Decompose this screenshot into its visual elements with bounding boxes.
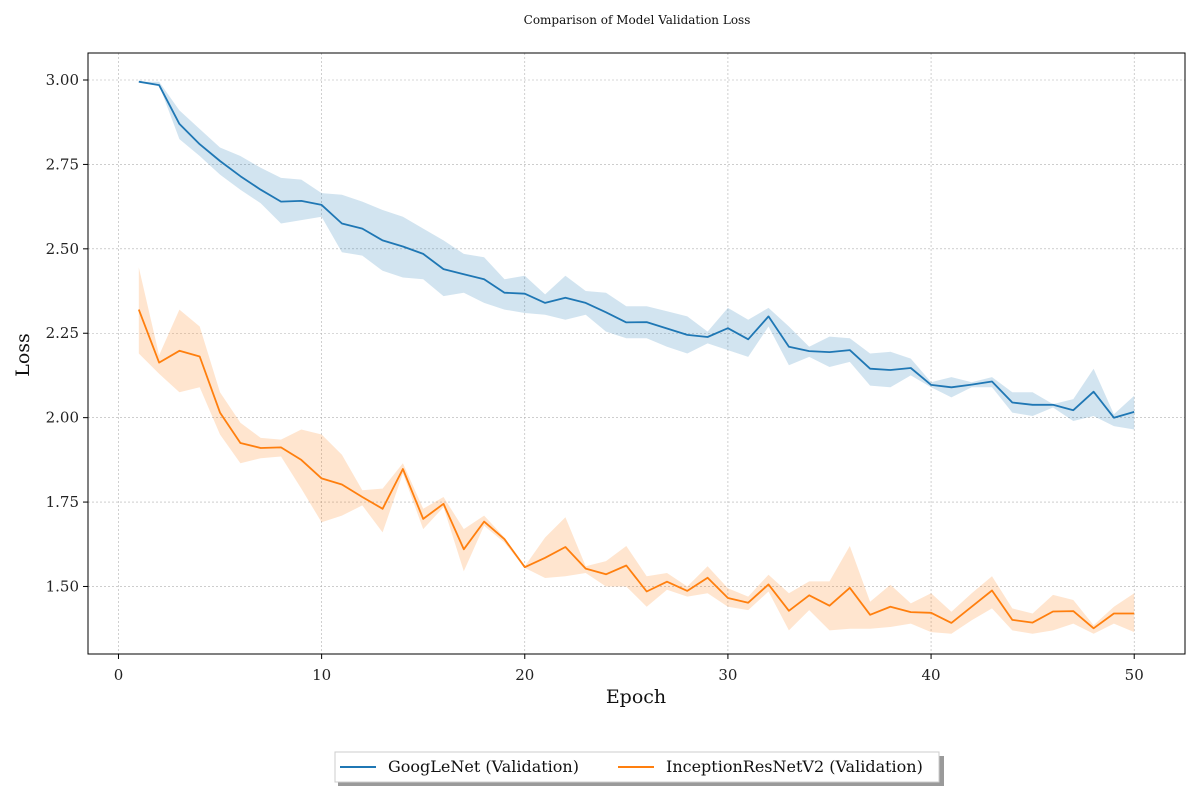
band-series-0 <box>138 81 1135 430</box>
line-series-0 <box>138 80 1135 419</box>
x-tick-label: 50 <box>1125 666 1144 684</box>
x-tick-label: 10 <box>312 666 331 684</box>
confidence-bands <box>138 81 1135 634</box>
x-tick-label: 0 <box>114 666 124 684</box>
x-axis-label: Epoch <box>606 686 666 708</box>
y-tick-label: 1.50 <box>46 577 79 595</box>
x-tick-label: 40 <box>922 666 941 684</box>
legend: GoogLeNet (Validation) InceptionResNetV2… <box>334 751 944 786</box>
y-axis-label: Loss <box>12 333 34 377</box>
x-tick-label: 20 <box>515 666 534 684</box>
x-ticks: 0 10 20 30 40 50 <box>114 654 1144 684</box>
series-lines <box>137 80 1135 630</box>
line-series-1 <box>137 309 1135 630</box>
chart-title: Comparison of Model Validation Loss <box>524 13 751 27</box>
legend-label-googlenet: GoogLeNet (Validation) <box>388 757 579 776</box>
legend-label-inceptionresnetv2: InceptionResNetV2 (Validation) <box>666 757 923 776</box>
y-tick-label: 2.50 <box>46 240 79 258</box>
x-tick-label: 30 <box>718 666 737 684</box>
grid <box>88 53 1185 654</box>
y-tick-label: 3.00 <box>46 71 79 89</box>
y-tick-label: 2.00 <box>46 409 79 427</box>
y-tick-label: 1.75 <box>46 493 79 511</box>
y-tick-label: 2.75 <box>46 155 79 173</box>
y-tick-label: 2.25 <box>46 324 79 342</box>
plot-frame <box>87 52 1186 655</box>
y-ticks: 1.50 1.75 2.00 2.25 2.50 2.75 3.00 <box>46 71 88 595</box>
